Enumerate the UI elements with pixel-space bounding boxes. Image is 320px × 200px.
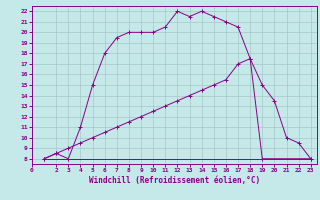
X-axis label: Windchill (Refroidissement éolien,°C): Windchill (Refroidissement éolien,°C) [89,176,260,185]
